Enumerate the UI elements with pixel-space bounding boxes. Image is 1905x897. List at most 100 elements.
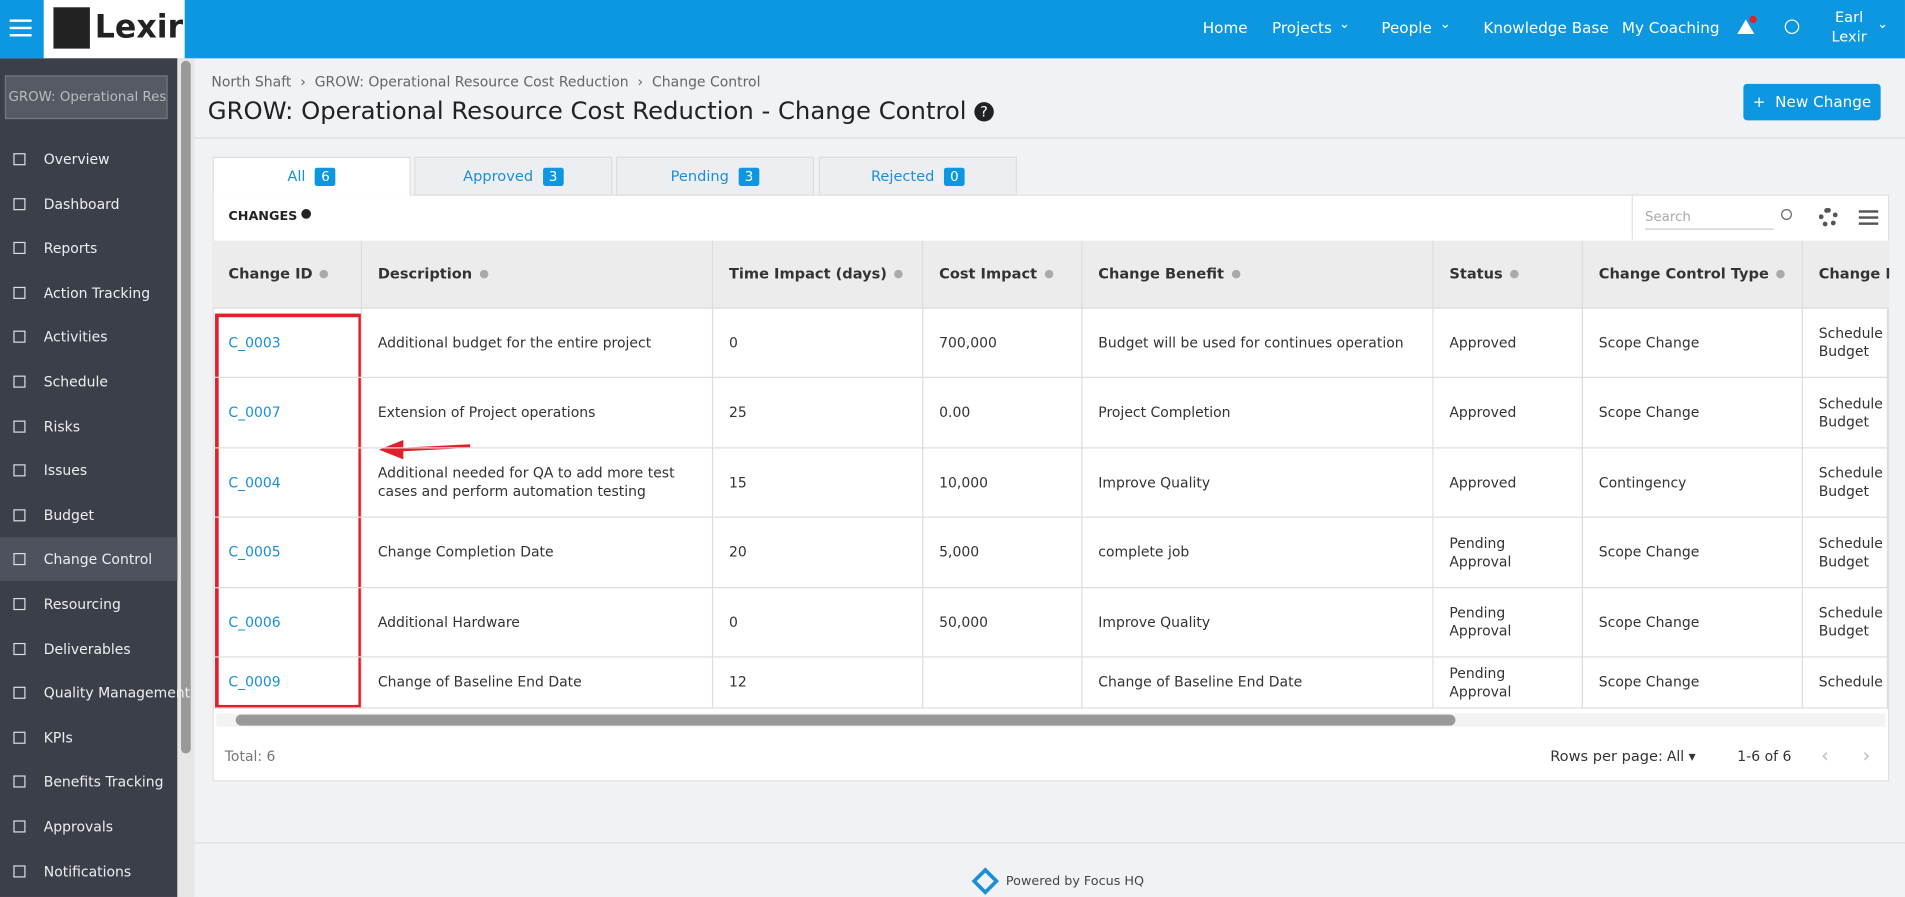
new-change-button[interactable]: + New Change [1743, 83, 1881, 121]
nav-link[interactable]: Home [1202, 18, 1248, 37]
column-header[interactable]: Change Control Type [1583, 240, 1803, 309]
sidebar-item[interactable]: Reports [43, 239, 98, 257]
sidebar-icon [13, 509, 26, 522]
nav-link[interactable]: People [1381, 18, 1432, 37]
table-cell: Change of Baseline End Date [362, 657, 714, 709]
table-cell-text: 50,000 [939, 613, 989, 631]
table-cell-text: 25 [728, 403, 747, 421]
nav-caret[interactable]: ⌄ [1338, 15, 1351, 32]
column-header-text[interactable]: Description [377, 264, 473, 282]
tab[interactable]: All 6 [212, 156, 411, 196]
nav-link[interactable]: My Coaching [1621, 18, 1720, 37]
table-cell-text: 0 [728, 333, 738, 351]
table-cell: Extension of Project operations [362, 377, 714, 449]
sidebar-item[interactable]: Dashboard [43, 195, 120, 213]
change-id-link-text[interactable]: C_0004 [228, 473, 281, 491]
change-id-link[interactable]: C_0007 [212, 377, 363, 449]
change-id-link-text[interactable]: C_0006 [228, 613, 281, 631]
change-id-link[interactable]: C_0003 [212, 308, 363, 378]
column-header-text[interactable]: Status [1449, 264, 1503, 282]
sidebar-search[interactable]: GROW: Operational Resourc [4, 75, 168, 120]
sidebar-item[interactable]: Activities [43, 328, 108, 346]
sidebar-item[interactable]: Issues [43, 462, 88, 480]
column-header-text[interactable]: Change ID [228, 264, 313, 282]
table-cell-text: Approved [1449, 473, 1517, 491]
change-id-link-text[interactable]: C_0007 [228, 403, 281, 421]
table-cell-text: Approved [1449, 333, 1517, 351]
nav-link[interactable]: Projects [1272, 18, 1332, 37]
settings-icon[interactable] [1818, 207, 1839, 228]
sidebar-item[interactable]: Benefits Tracking [43, 773, 164, 791]
info-icon [479, 269, 488, 279]
column-header-text[interactable]: Cost Impact [939, 264, 1038, 282]
crumb[interactable]: North Shaft [211, 72, 292, 90]
crumb[interactable]: Change Control [652, 72, 761, 90]
prev-page[interactable]: ‹ [1821, 743, 1829, 767]
sidebar-item[interactable]: Schedule [43, 373, 108, 391]
sidebar-item[interactable]: Overview [43, 150, 110, 168]
sidebar-item[interactable]: Action Tracking [43, 284, 151, 302]
change-id-link-text[interactable]: C_0009 [228, 673, 281, 691]
table-cell-text: Additional Hardware [377, 613, 520, 631]
rows-per-page-select[interactable]: All ▾ [1666, 747, 1696, 765]
column-header-text[interactable]: Change Benefit [1098, 264, 1225, 282]
tab[interactable]: Rejected 0 [818, 156, 1017, 196]
info-icon [894, 269, 903, 279]
column-header[interactable]: Status [1433, 240, 1584, 309]
user-name[interactable]: Earl Lexir [1831, 8, 1867, 45]
column-header-text[interactable]: Time Impact (days) [728, 264, 887, 282]
language-icon[interactable] [1784, 19, 1800, 35]
alert-icon[interactable] [1737, 19, 1755, 35]
nav-link[interactable]: Knowledge Base [1483, 18, 1609, 37]
columns-menu[interactable] [1858, 210, 1879, 225]
horizontal-scrollbar[interactable] [216, 713, 1886, 727]
help-icon[interactable]: ? [974, 102, 994, 122]
sidebar-item[interactable]: Quality Management [43, 684, 191, 702]
logo-icon [53, 7, 90, 49]
table-cell: Scope Change [1583, 377, 1803, 449]
nav-caret[interactable]: ⌄ [1439, 15, 1451, 32]
sidebar-item[interactable]: Notifications [43, 862, 132, 880]
sidebar-icon [13, 864, 26, 878]
table-cell: Approved [1433, 308, 1584, 378]
change-id-link[interactable]: C_0006 [212, 588, 363, 658]
footer-divider [194, 842, 1905, 844]
highlight-box [215, 313, 363, 709]
table-cell-text: Budget will be used for continues operat… [1098, 333, 1404, 351]
column-header[interactable]: Change Benefit [1082, 240, 1434, 309]
column-header-text[interactable]: Change Impact [1818, 264, 1889, 282]
sidebar-item[interactable]: Risks [43, 417, 80, 435]
tab-label: Pending [670, 167, 729, 185]
tab[interactable]: Pending 3 [615, 156, 814, 196]
sidebar-icon [13, 597, 26, 611]
table-search[interactable]: Search [1631, 194, 1808, 240]
column-header[interactable]: Time Impact (days) [713, 240, 924, 309]
table-cell-text: Schedule Budget [1818, 394, 1883, 430]
column-header-text[interactable]: Change Control Type [1598, 264, 1769, 282]
sidebar-item[interactable]: Approvals [43, 817, 114, 835]
change-id-link-text[interactable]: C_0005 [228, 543, 281, 561]
menu-toggle[interactable] [9, 17, 32, 39]
column-header[interactable]: Cost Impact [923, 240, 1083, 309]
column-header[interactable]: Description [362, 240, 714, 309]
change-id-link[interactable]: C_0009 [212, 657, 363, 709]
sidebar-item[interactable]: Resourcing [43, 595, 121, 613]
sidebar-item[interactable]: Budget [43, 506, 95, 524]
change-id-link-text[interactable]: C_0003 [228, 333, 281, 351]
column-header[interactable]: Change ID [212, 240, 363, 309]
change-id-link[interactable]: C_0005 [212, 517, 363, 589]
next-page[interactable]: › [1862, 743, 1871, 767]
table-cell-text: Schedule Budget [1818, 604, 1883, 640]
tab-label: Approved [463, 167, 534, 185]
user-caret[interactable]: ⌄ [1877, 15, 1889, 32]
change-id-link[interactable]: C_0004 [212, 448, 363, 518]
tab[interactable]: Approved 3 [414, 156, 613, 196]
sidebar-item[interactable]: KPIs [43, 728, 73, 747]
crumb[interactable]: GROW: Operational Resource Cost Reductio… [314, 72, 629, 90]
column-header[interactable]: Change Impact [1802, 241, 1890, 309]
sidebar-item[interactable]: Deliverables [43, 640, 131, 658]
table-caption: CHANGES [228, 209, 312, 224]
crumb-sep: › [628, 72, 653, 90]
sidebar-item[interactable]: Change Control [43, 551, 153, 569]
